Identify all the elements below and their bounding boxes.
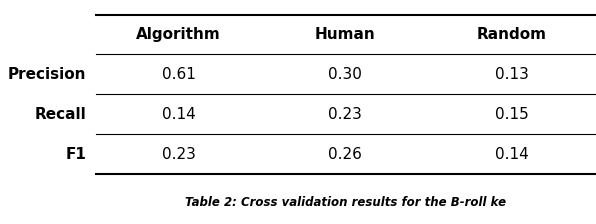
Text: Table 2: Cross validation results for the B-roll ke: Table 2: Cross validation results for th… <box>185 196 505 209</box>
